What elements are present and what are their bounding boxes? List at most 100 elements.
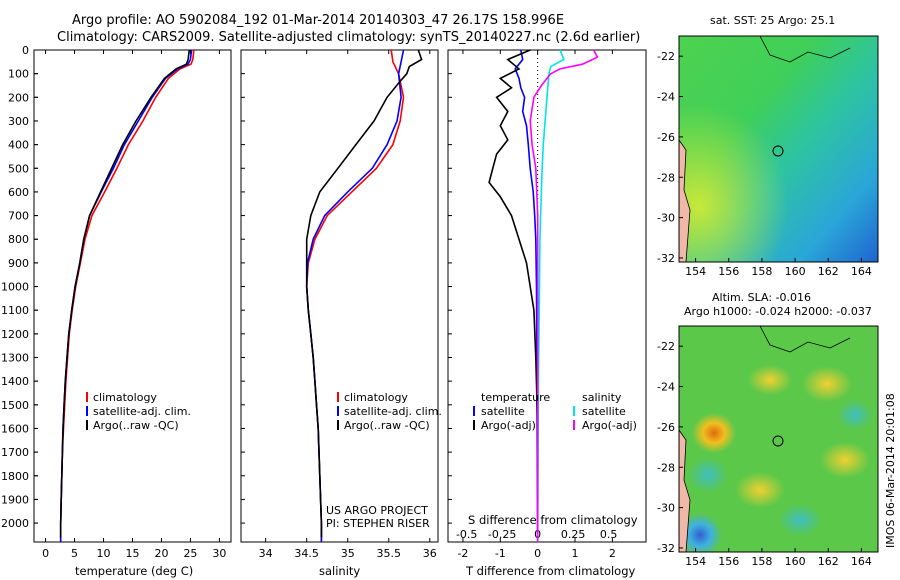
- map-x-tick-label: 164: [851, 265, 872, 278]
- depth-tick-label: 300: [8, 115, 29, 128]
- sla-anomaly-low: [837, 400, 873, 430]
- figure-title-line2: Climatology: CARS2009. Satellite-adjuste…: [57, 30, 640, 45]
- depth-tick-label: 1300: [1, 352, 29, 365]
- sla-map-land: [679, 429, 691, 552]
- difference-panel-frame: [447, 49, 647, 543]
- legend-title-salinity: salinity: [582, 391, 622, 404]
- s-difference-x-label: S difference from climatology: [468, 513, 638, 527]
- series-line-climatology: [305, 49, 405, 542]
- project-annotation-line1: US ARGO PROJECT: [326, 504, 428, 517]
- temperature-legend: climatology satellite-adj. clim. Argo(..…: [86, 391, 191, 432]
- x-tick-label: 0: [42, 547, 49, 560]
- legend-label-argo: Argo(..raw -QC): [344, 419, 430, 432]
- depth-tick-label: 1000: [1, 281, 29, 294]
- depth-tick-label: 100: [8, 68, 29, 81]
- legend-label-t-argo: Argo(-adj): [481, 419, 536, 432]
- map-y-tick-label: -30: [657, 212, 675, 225]
- sla-anomaly-high: [802, 366, 852, 402]
- sla-anomaly-high: [748, 365, 792, 395]
- map-x-tick-label: 162: [818, 555, 839, 568]
- depth-tick-label: 1500: [1, 399, 29, 412]
- depth-tick-label: 900: [8, 257, 29, 270]
- map-y-tick-label: -24: [657, 91, 675, 104]
- map-x-tick-label: 160: [785, 265, 806, 278]
- map-y-tick-label: -32: [657, 252, 675, 265]
- series-line-argo-raw-qc-: [305, 49, 423, 538]
- series-line-s-argo-adj-: [529, 49, 599, 542]
- series-line-argo-raw-qc-: [59, 49, 191, 538]
- sst-map-contour: [759, 36, 851, 63]
- map-y-tick-label: -26: [657, 131, 675, 144]
- sla-anomaly-low: [688, 457, 728, 493]
- depth-tick-label: 1200: [1, 328, 29, 341]
- map-y-tick-label: -22: [657, 50, 675, 63]
- depth-tick-label: 700: [8, 210, 29, 223]
- sla-anomaly-low: [679, 513, 722, 552]
- x-tick-label: 0: [534, 547, 541, 560]
- map-y-tick-label: -22: [657, 340, 675, 353]
- figure-title-line1: Argo profile: AO 5902084_192 01-Mar-2014…: [72, 13, 564, 28]
- x-tick-label: 35.5: [377, 547, 402, 560]
- x-tick-label: -2: [457, 547, 468, 560]
- series-line-t-argo-adj-: [488, 49, 539, 538]
- sla-anomaly-high: [692, 413, 736, 453]
- difference-legend: temperature salinity satellite Argo(-adj…: [473, 391, 637, 432]
- sst-map-axes: 154 156 158 160 162 164 -22 -24 -26 -28 -30 -32: [657, 50, 872, 278]
- sst-map-land: [679, 139, 691, 262]
- depth-tick-label: 1900: [1, 493, 29, 506]
- x-tick-label: 20: [154, 547, 168, 560]
- sla-anomaly-high: [820, 442, 870, 478]
- sla-map-contour: [759, 326, 851, 353]
- map-x-tick-label: 164: [851, 555, 872, 568]
- series-line-satellite-adj-clim-: [59, 49, 193, 542]
- sla-map-frame: [678, 325, 879, 553]
- legend-label-climatology: climatology: [93, 391, 157, 404]
- legend-label-t-satellite: satellite: [481, 405, 525, 418]
- salinity-x-label: salinity: [319, 564, 360, 578]
- sst-map-title: sat. SST: 25 Argo: 25.1: [710, 14, 835, 27]
- sla-anomaly-low: [778, 504, 822, 536]
- depth-tick-label: 1600: [1, 422, 29, 435]
- legend-label-s-satellite: satellite: [582, 405, 626, 418]
- sla-anomaly-high: [735, 472, 785, 508]
- depth-tick-label: 800: [8, 233, 29, 246]
- map-x-tick-label: 158: [751, 265, 772, 278]
- salinity-panel-frame: [240, 49, 439, 543]
- map-y-tick-label: -32: [657, 542, 675, 555]
- s-tick-label: 0.5: [600, 528, 618, 541]
- project-annotation-line2: PI: STEPHEN RISER: [326, 517, 430, 530]
- x-tick-label: 36: [423, 547, 437, 560]
- sst-map: [679, 36, 878, 262]
- sla-map-subtitle: Argo h1000: -0.024 h2000: -0.037: [684, 305, 872, 318]
- series-line-satellite-adj-clim-: [305, 49, 405, 542]
- map-x-tick-label: 162: [818, 265, 839, 278]
- x-tick-label: 1: [572, 547, 579, 560]
- sla-map-profile-marker: [772, 435, 784, 447]
- s-tick-label: -0.5: [456, 528, 477, 541]
- sst-map-frame: [678, 35, 879, 263]
- map-x-tick-label: 154: [685, 555, 706, 568]
- depth-tick-label: 1700: [1, 446, 29, 459]
- legend-label-satellite: satellite-adj. clim.: [344, 405, 442, 418]
- sla-map: [679, 326, 878, 552]
- map-y-tick-label: -26: [657, 421, 675, 434]
- s-tick-label: -0.25: [488, 528, 516, 541]
- legend-title-temperature: temperature: [481, 391, 550, 404]
- map-y-tick-label: -28: [657, 171, 675, 184]
- temperature-x-label: temperature (deg C): [75, 564, 193, 578]
- legend-label-climatology: climatology: [344, 391, 408, 404]
- depth-tick-label: 600: [8, 186, 29, 199]
- map-x-tick-label: 156: [718, 265, 739, 278]
- series-line-climatology: [59, 49, 195, 542]
- t-difference-x-label: T difference from climatology: [465, 564, 636, 578]
- x-tick-label: 34.5: [294, 547, 319, 560]
- depth-axis: 0 100 200 300 400 500 600 700 800 900 1000 1100 1200…: [1, 44, 38, 530]
- depth-tick-label: 200: [8, 91, 29, 104]
- series-line-t-satellite: [514, 49, 539, 543]
- s-tick-label: 0.25: [561, 528, 586, 541]
- x-tick-label: -1: [495, 547, 506, 560]
- temperature-panel: 0 5 10 15 20 25 30: [34, 49, 226, 560]
- depth-tick-label: 2000: [1, 517, 29, 530]
- x-tick-label: 25: [183, 547, 197, 560]
